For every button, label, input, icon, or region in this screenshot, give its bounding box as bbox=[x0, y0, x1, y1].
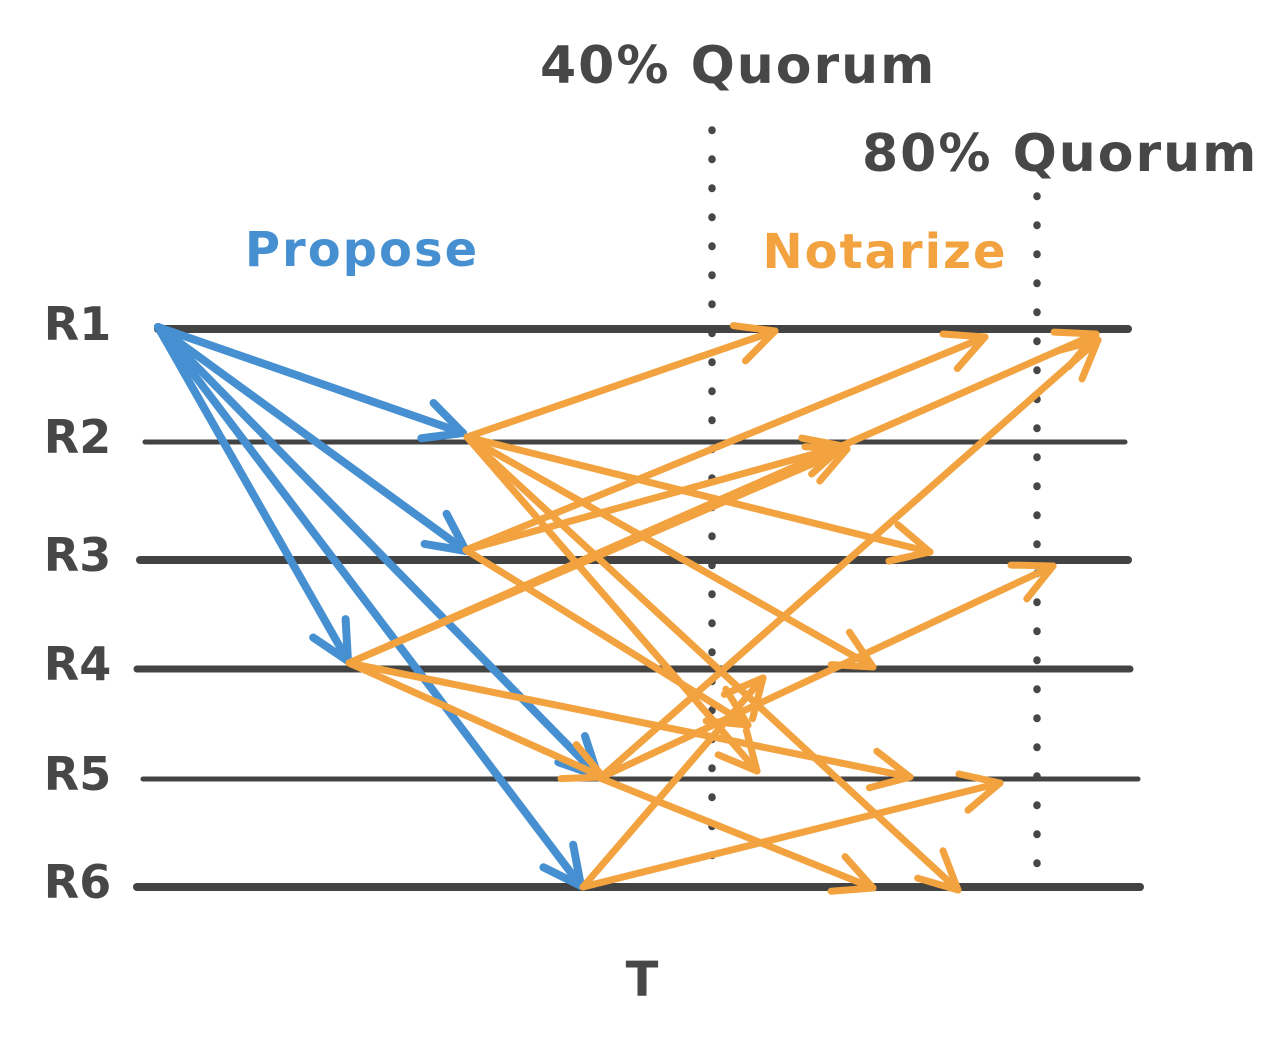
replica-label-R3: R3 bbox=[43, 528, 112, 582]
notarize-arrow-14-barb-0 bbox=[827, 884, 877, 895]
propose-arrow-4-shaft bbox=[154, 323, 585, 890]
notarize-arrow-3-barb-1 bbox=[742, 726, 761, 775]
notarize-arrow-10-barb-0 bbox=[557, 773, 607, 783]
notarize-phase-label: Notarize bbox=[762, 224, 1008, 280]
notarize-arrow-10-barb-1 bbox=[572, 741, 607, 781]
propose-arrows-group bbox=[154, 323, 602, 890]
notarize-arrow-0-shaft bbox=[463, 327, 779, 441]
notarize-arrow-3-barb-0 bbox=[714, 751, 761, 775]
notarize-arrow-14-shaft bbox=[596, 774, 877, 892]
propose-arrow-0-barb-1 bbox=[429, 399, 467, 437]
notarize-arrow-13-barb-0 bbox=[1023, 562, 1057, 603]
notarize-arrows-group bbox=[345, 322, 1102, 895]
replica-label-R2: R2 bbox=[43, 410, 112, 464]
propose-arrow-4-barb-0 bbox=[539, 863, 585, 890]
notarize-arrow-9-barb-1 bbox=[801, 443, 851, 453]
notarize-arrow-12-barb-1 bbox=[1053, 336, 1102, 355]
notarize-arrow-6-shaft bbox=[462, 442, 847, 554]
propose-arrow-1-barb-0 bbox=[420, 539, 470, 555]
notarize-arrow-3-shaft bbox=[463, 433, 761, 775]
propose-arrow-2-barb-0 bbox=[309, 633, 352, 665]
notarize-arrow-2-shaft bbox=[463, 433, 877, 671]
propose-arrow-2-barb-1 bbox=[341, 615, 352, 665]
replica-label-R6: R6 bbox=[43, 855, 112, 909]
notarize-arrow-11-shaft bbox=[345, 659, 914, 781]
notarize-arrow-8-barb-1 bbox=[1050, 328, 1100, 338]
notarize-arrow-9-shaft bbox=[345, 445, 851, 667]
quorum-40-label: 40% Quorum bbox=[540, 36, 937, 96]
notarize-arrow-7-shaft bbox=[462, 546, 752, 729]
notarize-arrow-13-shaft bbox=[596, 562, 1057, 782]
quorum-80-label: 80% Quorum bbox=[862, 124, 1259, 184]
propose-arrow-1-shaft bbox=[154, 323, 470, 555]
replica-label-R4: R4 bbox=[43, 637, 112, 691]
notarize-arrow-0-barb-0 bbox=[741, 327, 779, 365]
time-axis-label: T bbox=[625, 952, 661, 1008]
notarize-arrow-5-barb-1 bbox=[939, 330, 989, 341]
notarize-arrow-14-barb-1 bbox=[841, 853, 877, 892]
notarize-arrow-4-barb-0 bbox=[914, 874, 962, 894]
notarize-arrow-0-barb-1 bbox=[729, 322, 779, 335]
notarize-arrow-15-barb-0 bbox=[964, 779, 1004, 814]
propose-arrow-0-shaft bbox=[154, 323, 467, 437]
notarize-arrow-2-barb-1 bbox=[845, 628, 877, 671]
notarize-arrow-11-barb-1 bbox=[873, 747, 914, 781]
notarize-arrow-16-barb-0 bbox=[749, 674, 767, 723]
notarize-arrow-15-barb-1 bbox=[955, 770, 1004, 787]
replica-label-R5: R5 bbox=[43, 747, 112, 801]
notarize-arrow-1-shaft bbox=[463, 433, 934, 556]
notarize-arrow-1-barb-1 bbox=[894, 521, 934, 556]
notarize-arrow-12-shaft bbox=[596, 336, 1102, 782]
propose-arrow-0-barb-0 bbox=[417, 429, 467, 443]
notarize-arrow-5-shaft bbox=[462, 333, 989, 554]
notarize-arrow-12-barb-0 bbox=[1078, 336, 1102, 383]
replica-label-R1: R1 bbox=[43, 297, 112, 351]
notarize-arrow-15-shaft bbox=[579, 779, 1004, 891]
notarize-arrow-5-barb-0 bbox=[953, 333, 989, 373]
notarize-arrow-1-barb-0 bbox=[885, 548, 934, 565]
notarize-arrow-10-shaft bbox=[345, 659, 607, 781]
propose-phase-label: Propose bbox=[244, 222, 480, 278]
notarize-arrow-13-barb-1 bbox=[1007, 561, 1057, 570]
notarize-arrow-16-shaft bbox=[579, 674, 767, 891]
propose-arrow-4-barb-1 bbox=[569, 840, 585, 890]
propose-arrow-3-shaft bbox=[154, 323, 602, 780]
replica-lines-group bbox=[133, 325, 1144, 891]
propose-arrow-1-barb-1 bbox=[442, 509, 470, 555]
notarize-arrow-16-barb-1 bbox=[720, 674, 767, 698]
notarize-arrow-9-barb-0 bbox=[816, 445, 851, 485]
notarize-arrow-4-barb-1 bbox=[939, 847, 962, 894]
notarize-arrow-11-barb-0 bbox=[865, 773, 914, 792]
propose-arrow-2-shaft bbox=[154, 323, 352, 665]
